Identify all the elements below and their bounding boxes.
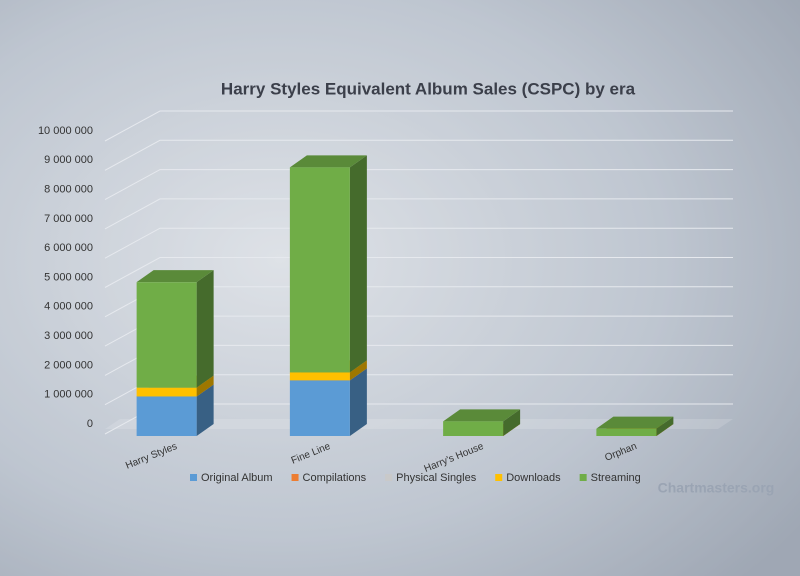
bar-top [596,416,674,429]
bar-front [136,387,197,397]
bar-top [136,270,214,283]
bar [596,416,674,436]
legend-label: Downloads [506,472,561,484]
y-tick-label: 7 000 000 [44,213,93,225]
legend-label: Compilations [303,472,367,484]
bar-front [136,396,197,436]
legend-swatch [385,474,393,481]
y-tick-label: 3 000 000 [44,330,93,342]
grid-line [104,227,733,259]
bar-front [596,428,657,436]
y-tick-label: 10 000 000 [38,125,93,137]
bar-front [289,380,350,436]
floor [105,419,733,429]
bar [443,409,521,436]
grid-line [104,198,733,230]
bar-front [136,282,197,388]
grid-line [104,110,733,142]
bar [136,270,214,388]
bar-side [349,368,367,436]
bar-side [196,375,214,397]
y-tick-label: 8 000 000 [44,184,93,196]
bar-front [289,167,350,373]
bar-side [349,360,367,381]
legend-label: Physical Singles [396,472,477,484]
bar-front [289,372,350,381]
chart-title: Harry Styles Equivalent Album Sales (CSP… [221,79,636,98]
y-tick-label: 0 [87,418,93,430]
bar-side [349,155,367,373]
y-tick-label: 6 000 000 [44,242,93,254]
legend-swatch [190,474,197,481]
bar-side [503,409,521,436]
grid-line [104,139,733,171]
bar-side [196,384,214,436]
legend-swatch [291,474,299,481]
bar-side [196,270,214,388]
y-tick-label: 2 000 000 [44,359,93,371]
watermark: Chartmasters.org [658,480,775,496]
y-tick-label: 9 000 000 [44,154,93,166]
y-tick-label: 1 000 000 [44,389,93,401]
bar-side [656,416,674,436]
legend-label: Original Album [201,472,273,484]
y-tick-label: 4 000 000 [44,301,93,313]
bar [289,155,367,373]
y-tick-label: 5 000 000 [44,271,93,283]
bar-top [289,155,367,168]
legend-label: Streaming [591,472,641,484]
legend-swatch [579,474,587,481]
grid-line [104,169,733,201]
bar-front [443,421,504,436]
legend-swatch [495,474,503,481]
grid-line [104,257,733,288]
bar-top [443,409,521,422]
